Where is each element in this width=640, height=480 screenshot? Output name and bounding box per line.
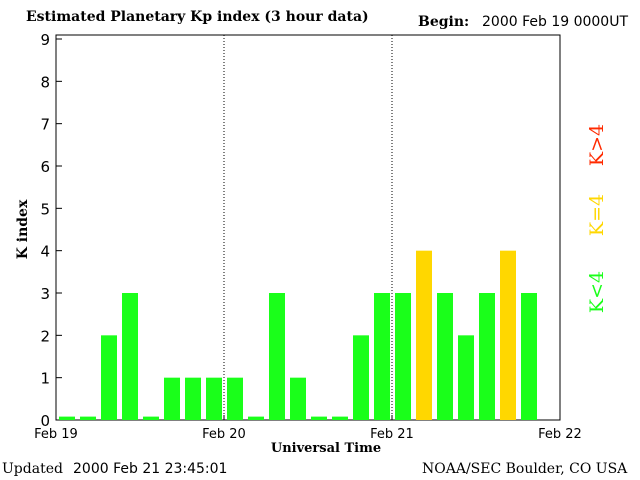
x-axis-label: Universal Time <box>271 441 381 456</box>
plot-frame <box>55 34 561 421</box>
begin-label: Begin: <box>418 14 470 30</box>
y-tick-label: 4 <box>40 243 50 261</box>
legend-label: K<4 <box>586 271 608 313</box>
kp-bar <box>269 293 285 420</box>
kp-bar <box>437 293 453 420</box>
y-tick-label: 8 <box>40 73 50 91</box>
kp-bar <box>59 416 75 420</box>
y-tick-label: 3 <box>40 285 50 303</box>
legend-label: K>4 <box>586 124 608 166</box>
y-axis-label: K index <box>15 199 31 259</box>
kp-bar <box>290 377 306 420</box>
kp-bar <box>479 293 495 420</box>
kp-bar <box>101 335 117 420</box>
kp-bar <box>353 335 369 420</box>
kp-bar <box>458 335 474 420</box>
kp-bar <box>185 377 201 420</box>
x-tick-label: Feb 22 <box>538 427 582 442</box>
kp-bar <box>122 293 138 420</box>
kp-bar <box>416 250 432 420</box>
legend-label: K=4 <box>586 194 608 236</box>
x-tick-label: Feb 21 <box>370 427 414 442</box>
y-tick-label: 2 <box>40 327 50 345</box>
kp-bar <box>206 377 222 420</box>
kp-bar <box>80 416 96 420</box>
kp-bar <box>143 416 159 420</box>
kp-bar <box>374 293 390 420</box>
updated-value: 2000 Feb 21 23:45:01 <box>73 461 228 477</box>
kp-bar <box>395 293 411 420</box>
chart-title: Estimated Planetary Kp index (3 hour dat… <box>26 9 369 25</box>
y-tick-label: 1 <box>40 370 50 388</box>
y-tick-label: 0 <box>40 412 50 430</box>
y-tick-label: 5 <box>40 200 50 218</box>
kp-bar <box>521 293 537 420</box>
kp-bar <box>248 416 264 420</box>
kp-bar <box>227 377 243 420</box>
y-tick-label: 9 <box>40 31 50 49</box>
x-tick-label: Feb 19 <box>34 427 78 442</box>
kp-bar <box>311 416 327 420</box>
x-tick-label: Feb 20 <box>202 427 246 442</box>
kp-bar <box>164 377 180 420</box>
y-tick-label: 6 <box>40 158 50 176</box>
kp-bar <box>500 250 516 420</box>
updated-label: Updated <box>2 461 63 477</box>
y-tick-label: 7 <box>40 116 50 134</box>
begin-value: 2000 Feb 19 0000UT <box>482 14 629 30</box>
kp-bar <box>332 416 348 420</box>
credit-text: NOAA/SEC Boulder, CO USA <box>422 461 628 477</box>
